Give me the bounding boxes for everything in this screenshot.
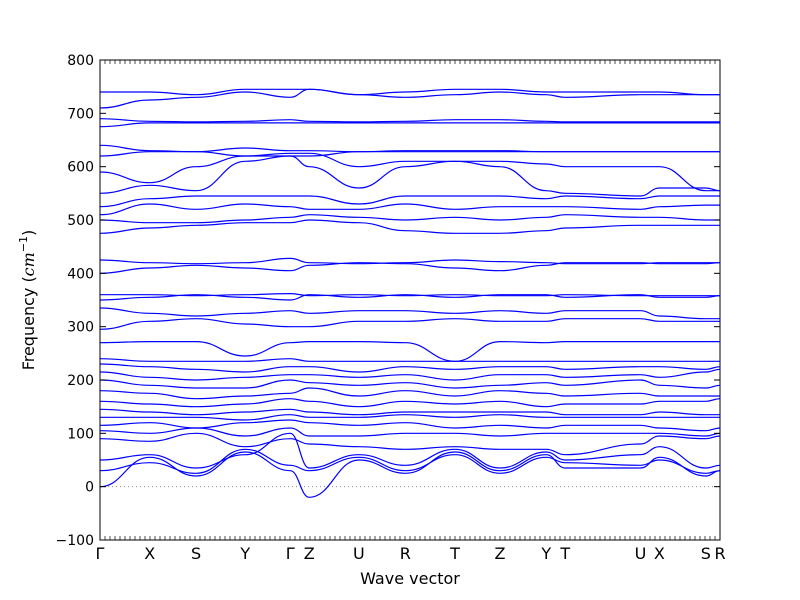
band-line-27: [100, 152, 720, 192]
phonon-bands: [100, 88, 720, 498]
band-line-21: [100, 257, 720, 265]
x-tick-label: Y: [540, 544, 551, 563]
x-tick-label: R: [714, 544, 725, 563]
x-tick-label: Γ: [286, 544, 295, 563]
y-tick-label: 100: [67, 426, 94, 442]
y-tick-label: 500: [67, 213, 94, 229]
band-line-10: [100, 387, 720, 400]
band-line-7: [100, 414, 720, 421]
band-line-9: [100, 398, 720, 408]
axis-ticks: [99, 59, 721, 541]
y-tick-labels: −100 0 100 200 300 400 500 600 700 800: [56, 53, 94, 549]
band-line-31: [100, 118, 720, 123]
y-axis-label-suffix: ): [19, 230, 38, 236]
band-line-26: [100, 155, 720, 197]
y-axis-label-prefix: Frequency (: [19, 276, 38, 370]
band-line-25: [100, 195, 720, 208]
y-tick-label: 0: [85, 480, 94, 496]
x-tick-label: S: [191, 544, 201, 563]
band-line-11: [100, 379, 720, 389]
plot-frame: [99, 59, 721, 541]
band-line-22: [100, 219, 720, 234]
y-tick-label: 600: [67, 160, 94, 176]
band-line-6: [100, 419, 720, 432]
y-axis-label-unit: cm: [19, 252, 38, 276]
x-tick-label: Γ: [96, 544, 105, 563]
x-tick-label: U: [635, 544, 647, 563]
x-tick-label: U: [353, 544, 365, 563]
band-line-13: [100, 363, 720, 373]
band-line-12: [100, 368, 720, 381]
x-tick-label: R: [400, 544, 411, 563]
band-line-33: [100, 88, 720, 96]
band-line-14: [100, 358, 720, 362]
x-tick-label: X: [654, 544, 665, 563]
y-tick-label: 700: [67, 106, 94, 122]
x-tick-label: Z: [494, 544, 505, 563]
band-line-8: [100, 408, 720, 416]
band-line-15: [100, 340, 720, 362]
x-tick-label: T: [449, 544, 460, 563]
x-tick-label: T: [559, 544, 570, 563]
band-line-5: [100, 427, 720, 437]
x-tick-label: X: [144, 544, 155, 563]
band-line-1: [100, 451, 720, 498]
band-line-29: [100, 151, 720, 157]
band-line-32: [100, 88, 720, 109]
y-axis-label: Frequency (cm−1): [17, 230, 38, 371]
y-tick-label: 300: [67, 320, 94, 336]
band-line-24: [100, 203, 720, 216]
x-tick-label: Z: [304, 544, 315, 563]
band-line-4: [100, 432, 720, 456]
y-tick-label: 200: [67, 373, 94, 389]
band-line-19: [100, 292, 720, 297]
band-line-30: [100, 122, 720, 128]
band-line-16: [100, 318, 720, 330]
y-tick-label: 400: [67, 266, 94, 282]
y-tick-label: −100: [56, 533, 94, 549]
band-line-23: [100, 214, 720, 224]
y-axis-label-exponent: −1: [17, 236, 30, 252]
y-tick-label: 800: [67, 53, 94, 69]
x-tick-label: Y: [239, 544, 250, 563]
x-axis-label: Wave vector: [360, 569, 460, 588]
band-line-17: [100, 307, 720, 320]
x-tick-label: S: [701, 544, 711, 563]
band-line-3: [100, 432, 720, 469]
